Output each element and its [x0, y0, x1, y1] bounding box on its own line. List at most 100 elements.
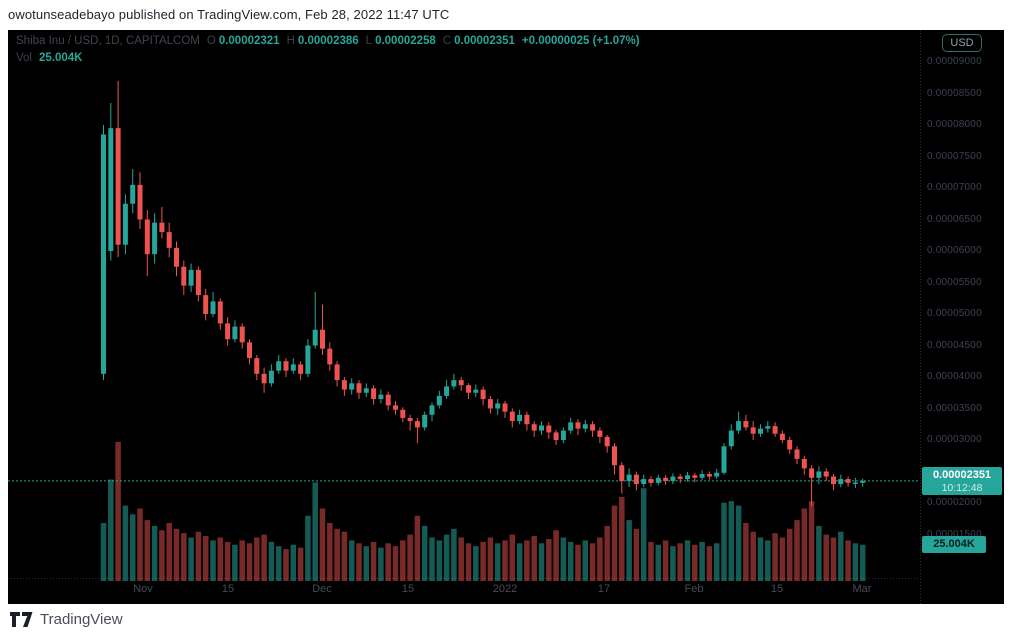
candle-body: [560, 430, 566, 440]
candle-body: [115, 128, 121, 245]
volume-bar: [611, 505, 618, 581]
volume-bar: [122, 505, 129, 581]
price-axis[interactable]: 0.00002351 10:12:48 25.004K 0.00009000 0.…: [920, 30, 1004, 578]
volume-bar: [765, 540, 771, 581]
volume-bar: [363, 546, 370, 581]
volume-bar: [129, 514, 136, 581]
volume-bar: [655, 544, 662, 581]
candle-body: [144, 219, 150, 255]
candle-body: [385, 394, 391, 406]
candle-body: [422, 414, 428, 428]
volume-bar: [845, 540, 851, 581]
candle-body: [721, 446, 727, 473]
candle-body: [473, 389, 479, 393]
volume-bar: [443, 534, 450, 581]
candle-body: [794, 449, 800, 459]
volume-bar: [173, 528, 180, 581]
volume-bar: [823, 534, 829, 581]
brand-name[interactable]: TradingView: [40, 611, 123, 628]
symbol-title[interactable]: Shiba Inu / USD, 1D, CAPITALCOM: [16, 35, 200, 47]
volume-bar: [487, 537, 494, 581]
volume-bar: [480, 541, 486, 581]
price-axis-label: 0.00003500: [927, 402, 982, 414]
last-price-value: 0.00002351: [932, 468, 992, 481]
candle-body: [823, 471, 829, 477]
volume-bar: [838, 531, 844, 581]
volume-bar: [181, 533, 187, 581]
candle-body: [597, 430, 603, 437]
candle-body: [758, 428, 763, 434]
tradingview-logo-icon[interactable]: [10, 612, 33, 627]
volume-bar: [546, 538, 552, 581]
candle-body: [816, 471, 822, 478]
candle-body: [312, 329, 318, 346]
candle-body: [466, 385, 471, 393]
volume-bar: [808, 501, 815, 581]
volume-bar: [750, 531, 756, 581]
time-axis-label: 2022: [492, 583, 518, 595]
candle-body: [349, 383, 355, 390]
candle-body: [283, 361, 289, 371]
time-axis-label: 15: [221, 583, 235, 595]
volume-bar: [662, 540, 669, 581]
candle-body: [831, 476, 836, 485]
candle-body: [108, 128, 114, 251]
volume-bar: [166, 523, 172, 581]
time-axis-label: Mar: [852, 583, 872, 595]
volume-bar: [640, 488, 647, 581]
volume-bar: [757, 537, 764, 581]
volume-bar: [334, 528, 340, 581]
volume-bar: [648, 541, 654, 581]
volume-bar: [494, 543, 501, 581]
volume-bar: [509, 534, 516, 581]
candle-body: [641, 479, 647, 485]
candle-body: [137, 184, 143, 220]
candle-body: [217, 301, 223, 324]
candle-body: [378, 394, 384, 400]
volume-bar: [677, 543, 683, 581]
price-axis-label: 0.00006500: [927, 213, 982, 225]
volume-bar: [670, 546, 676, 581]
candle-body: [765, 426, 771, 429]
candle-body: [743, 421, 749, 428]
candle-body: [612, 446, 617, 466]
volume-bar: [830, 537, 837, 581]
price-axis-label: 0.00003000: [927, 434, 982, 445]
candle-body: [495, 403, 501, 409]
volume-bar: [348, 540, 355, 581]
candle-body: [320, 329, 325, 349]
volume-bar: [108, 479, 114, 581]
volume-bar: [699, 541, 705, 581]
candle-body: [539, 425, 544, 431]
bar-countdown: 10:12:48: [941, 481, 983, 494]
volume-bar: [516, 543, 523, 581]
candle-body: [809, 468, 815, 478]
volume-bar: [232, 544, 238, 581]
candle-body: [860, 480, 866, 483]
currency-toggle-button[interactable]: USD: [942, 34, 982, 52]
candle-body: [159, 222, 165, 233]
time-axis[interactable]: Nov 15 Dec 15 2022 17 Feb 15 Mar: [8, 578, 920, 604]
volume-bar: [692, 544, 698, 581]
candle-body: [772, 426, 778, 434]
volume-bar: [743, 523, 749, 581]
candle-body: [166, 232, 172, 248]
volume-bar: [407, 534, 413, 581]
volume-bar: [721, 502, 727, 581]
candle-body: [633, 474, 639, 485]
candle-body: [451, 380, 457, 387]
volume-bar: [195, 531, 202, 581]
time-axis-label: Feb: [684, 583, 704, 595]
candle-body: [845, 479, 851, 483]
candle-body: [568, 422, 574, 431]
volume-bar: [604, 525, 610, 581]
volume-bar: [582, 540, 589, 581]
volume-bar: [575, 544, 581, 581]
volume-bar: [794, 520, 800, 581]
volume-bar: [392, 546, 399, 581]
candle-body: [363, 388, 369, 393]
volume-badge: 25.004K: [922, 535, 986, 553]
chart-panel[interactable]: Shiba Inu / USD, 1D, CAPITALCOM O 0.0000…: [8, 30, 1004, 604]
volume-bar: [239, 540, 245, 581]
volume-bar: [268, 541, 275, 581]
